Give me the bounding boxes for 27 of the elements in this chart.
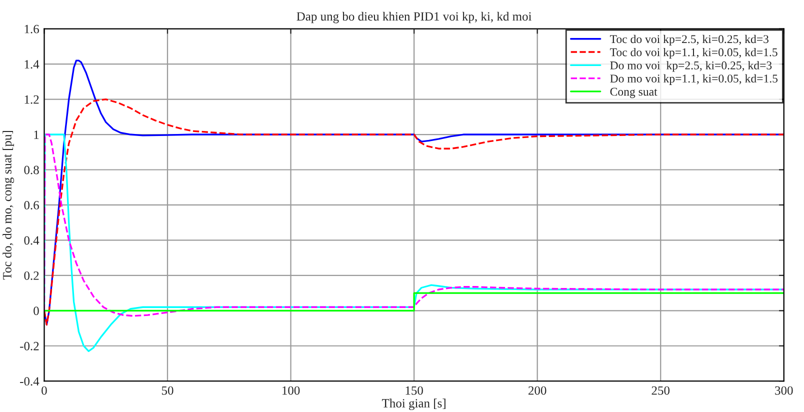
legend-label: Do mo voi kp=1.1, ki=0.05, kd=1.5 <box>610 74 778 85</box>
y-tick-label: 1 <box>34 130 39 139</box>
x-tick-label: 100 <box>282 386 300 395</box>
y-tick-label: 1.4 <box>24 60 40 69</box>
legend-label: Toc do voi kp=2.5, ki=0.25, kd=3 <box>610 34 769 46</box>
y-tick-label: -0.2 <box>20 342 39 350</box>
y-tick-label: 0.4 <box>24 236 40 245</box>
y-tick-label: 0.2 <box>24 271 39 280</box>
line-series <box>44 134 784 317</box>
x-tick-label: 50 <box>162 386 174 395</box>
y-tick-label: 1.6 <box>24 24 39 34</box>
legend-label: Toc do voi kp=1.1, ki=0.05, kd=1.5 <box>610 48 778 59</box>
x-tick-label: 250 <box>652 386 670 395</box>
y-tick-label: 1.2 <box>24 95 39 104</box>
chart-title: Dap ung bo dieu khien PID1 voi kp, ki, kd moi <box>296 12 532 24</box>
x-axis-title: Thoi gian [s] <box>382 398 446 410</box>
legend-label: Do mo voi kp=2.5, ki=0.25, kd=3 <box>610 61 772 72</box>
x-tick-label: 150 <box>406 386 423 395</box>
y-tick-label: -0.4 <box>20 377 40 386</box>
legend-label: Cong suat <box>610 88 658 98</box>
x-tick-label: 300 <box>775 386 793 395</box>
y-axis-title: Toc do, do mo, cong suat [pu] <box>2 131 14 280</box>
y-tick-label: 0 <box>34 306 39 316</box>
x-tick-label: 200 <box>528 386 546 395</box>
y-tick-label: 0.6 <box>24 200 39 210</box>
x-tick-label: 0 <box>42 386 47 395</box>
y-tick-label: 0.8 <box>24 166 39 174</box>
